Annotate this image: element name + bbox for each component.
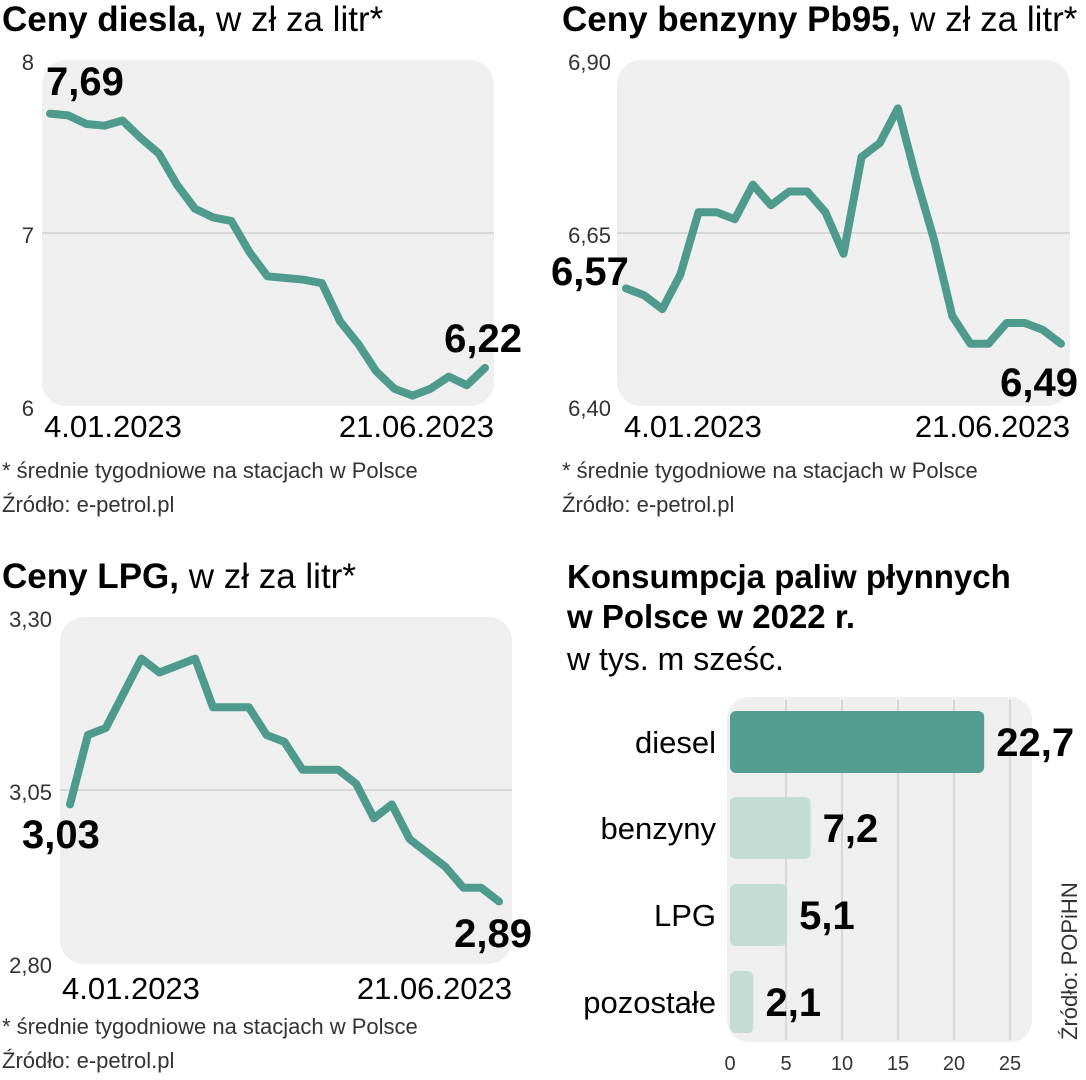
consumption-x-tick: 20	[943, 1053, 965, 1075]
lpg-title-suffix: w zł za litr*	[179, 557, 356, 596]
diesel-title-bold: Ceny diesla,	[2, 0, 206, 39]
lpg-y-tick: 3,30	[9, 607, 52, 632]
consumption-bars: diesel 22,7 benzyny 7,2 LPG 5,1 pozostałe 2,1	[583, 711, 1074, 1033]
bar-benzyny	[730, 797, 811, 859]
bar-value-label: 5,1	[799, 894, 855, 938]
pb95-x-start-label: 4.01.2023	[624, 409, 762, 444]
lpg-source: Źródło: e-petrol.pl	[2, 1048, 174, 1073]
consumption-x-ticks: 0 5 10 15 20 25	[724, 1053, 1021, 1075]
lpg-y-tick: 3,05	[9, 780, 52, 805]
diesel-source: Źródło: e-petrol.pl	[2, 492, 174, 517]
pb95-title-bold: Ceny benzyny Pb95,	[562, 0, 900, 39]
consumption-x-tick: 25	[999, 1053, 1021, 1075]
pb95-y-tick: 6,65	[568, 223, 611, 248]
bar-category-label: LPG	[654, 898, 716, 933]
bar-pozostałe	[730, 971, 754, 1033]
pb95-start-value-label: 6,57	[551, 250, 629, 294]
pb95-y-tick: 6,40	[568, 396, 611, 421]
lpg-footnote: * średnie tygodniowe na stacjach w Polsc…	[2, 1014, 418, 1039]
bar-category-label: diesel	[635, 725, 716, 760]
consumption-x-tick: 10	[831, 1053, 853, 1075]
consumption-title-line1: Konsumpcja paliw płynnych	[567, 558, 1011, 595]
lpg-series-line	[66, 654, 503, 906]
lpg-x-start-label: 4.01.2023	[62, 971, 200, 1006]
bar-value-label: 2,1	[766, 981, 822, 1025]
diesel-chart: Ceny diesla, w zł za litr* 8 7 6 7,69 6,…	[2, 0, 522, 517]
lpg-start-value-label: 3,03	[22, 813, 100, 857]
lpg-title: Ceny LPG, w zł za litr*	[2, 557, 356, 596]
diesel-end-value-label: 6,22	[444, 317, 522, 361]
diesel-y-tick: 7	[22, 223, 34, 248]
pb95-footnote: * średnie tygodniowe na stacjach w Polsc…	[562, 458, 978, 483]
pb95-source: Źródło: e-petrol.pl	[562, 492, 734, 517]
pb95-title: Ceny benzyny Pb95, w zł za litr*	[562, 0, 1078, 39]
diesel-title-suffix: w zł za litr*	[206, 0, 383, 39]
pb95-chart: Ceny benzyny Pb95, w zł za litr* 6,90 6,…	[551, 0, 1078, 517]
pb95-series-line	[622, 104, 1065, 348]
consumption-x-tick: 15	[887, 1053, 909, 1075]
diesel-y-tick: 8	[22, 50, 34, 75]
lpg-x-end-label: 21.06.2023	[357, 971, 512, 1006]
diesel-y-tick: 6	[22, 396, 34, 421]
bar-category-label: pozostałe	[583, 985, 716, 1020]
lpg-end-value-label: 2,89	[454, 912, 532, 956]
lpg-y-tick: 2,80	[9, 953, 52, 978]
consumption-chart: Konsumpcja paliw płynnych w Polsce w 202…	[566, 558, 1082, 1075]
consumption-subtitle: w tys. m sześc.	[566, 641, 784, 677]
diesel-footnote: * średnie tygodniowe na stacjach w Polsc…	[2, 458, 418, 483]
consumption-x-tick: 5	[780, 1053, 791, 1075]
diesel-title: Ceny diesla, w zł za litr*	[2, 0, 384, 39]
consumption-source: Źródło: POPiHN	[1057, 882, 1082, 1040]
bar-value-label: 7,2	[823, 807, 879, 851]
lpg-chart: Ceny LPG, w zł za litr* 3,30 3,05 2,80 3…	[2, 557, 532, 1073]
diesel-start-value-label: 7,69	[46, 60, 124, 104]
bar-category-label: benzyny	[601, 811, 717, 846]
pb95-y-tick: 6,90	[568, 50, 611, 75]
consumption-title-line2: w Polsce w 2022 r.	[566, 598, 855, 635]
consumption-x-tick: 0	[724, 1053, 735, 1075]
pb95-x-end-label: 21.06.2023	[915, 409, 1070, 444]
diesel-series-line	[46, 109, 489, 400]
pb95-title-suffix: w zł za litr*	[900, 0, 1077, 39]
diesel-x-start-label: 4.01.2023	[44, 409, 182, 444]
bar-LPG	[730, 884, 788, 946]
diesel-x-end-label: 21.06.2023	[339, 409, 494, 444]
consumption-plot-area	[727, 697, 1032, 1042]
lpg-title-bold: Ceny LPG,	[2, 557, 179, 596]
pb95-end-value-label: 6,49	[1000, 361, 1078, 405]
bar-diesel	[730, 711, 985, 773]
bar-value-label: 22,7	[996, 721, 1074, 765]
